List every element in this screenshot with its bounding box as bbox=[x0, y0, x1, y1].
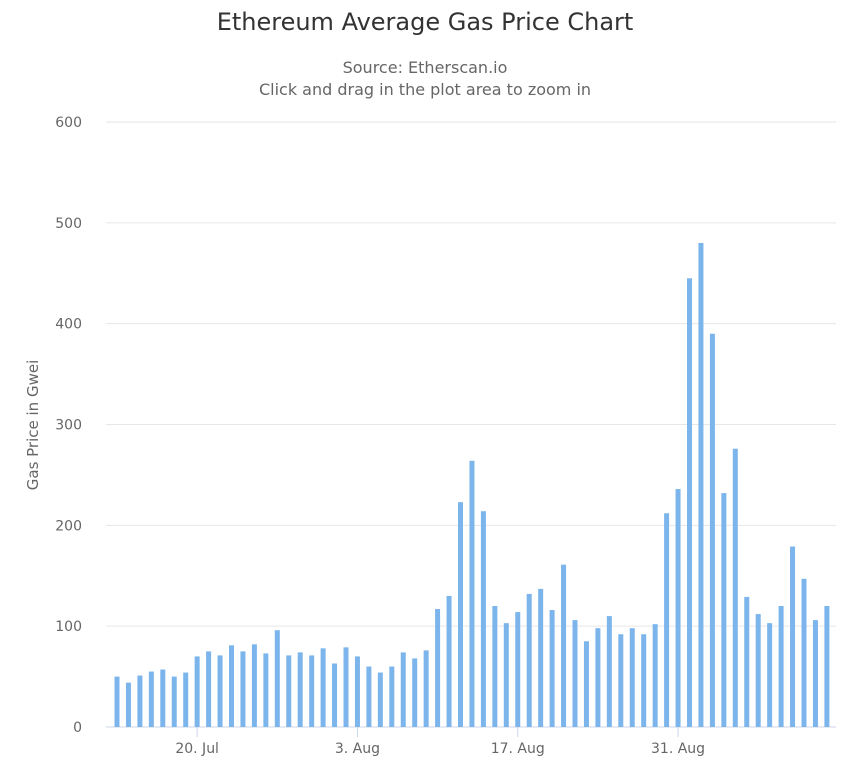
x-tick-label: 17. Aug bbox=[491, 741, 545, 757]
bar[interactable]: 28 Aug: 92 bbox=[641, 634, 647, 727]
y-tick-label: 200 bbox=[55, 518, 82, 534]
bar[interactable]: 10 Aug: 117 bbox=[435, 609, 441, 727]
bar[interactable]: 30 Jul: 71 bbox=[309, 655, 315, 727]
bar[interactable]: 9 Sep: 120 bbox=[778, 606, 784, 727]
y-axis-label: Gas Price in Gwei bbox=[24, 360, 42, 491]
x-tick-label: 31. Aug bbox=[651, 741, 705, 757]
bar[interactable]: 3 Sep: 390 bbox=[709, 333, 715, 727]
bar[interactable]: 18 Jul: 50 bbox=[171, 676, 177, 727]
y-tick-label: 600 bbox=[55, 115, 82, 131]
bar[interactable]: 29 Aug: 102 bbox=[652, 624, 658, 727]
bar[interactable]: 28 Jul: 71 bbox=[286, 655, 292, 727]
y-tick-label: 100 bbox=[55, 619, 82, 635]
bar[interactable]: 1 Aug: 63 bbox=[332, 663, 338, 727]
bar[interactable]: 31 Jul: 78 bbox=[320, 648, 326, 727]
bar[interactable]: 27 Jul: 96 bbox=[274, 630, 280, 727]
bar[interactable]: 14 Jul: 44 bbox=[125, 682, 131, 727]
bar[interactable]: 16 Aug: 103 bbox=[503, 623, 509, 727]
bar[interactable]: 19 Jul: 54 bbox=[183, 672, 189, 727]
bar[interactable]: 10 Sep: 179 bbox=[790, 546, 796, 727]
bar[interactable]: 20 Jul: 70 bbox=[194, 656, 200, 727]
bar[interactable]: 12 Aug: 223 bbox=[458, 502, 463, 727]
bar[interactable]: 19 Aug: 137 bbox=[538, 588, 544, 727]
bar[interactable]: 29 Jul: 74 bbox=[297, 652, 303, 727]
bar[interactable]: 2 Sep: 480 bbox=[698, 243, 704, 727]
bar[interactable]: 11 Sep: 147 bbox=[801, 578, 807, 727]
bar[interactable]: 22 Jul: 71 bbox=[217, 655, 223, 727]
bar[interactable]: 9 Aug: 76 bbox=[423, 650, 429, 727]
bar[interactable]: 3 Aug: 70 bbox=[354, 656, 360, 727]
bar[interactable]: 23 Jul: 81 bbox=[229, 645, 234, 727]
bar[interactable]: 6 Aug: 60 bbox=[389, 666, 395, 728]
bar[interactable]: 15 Aug: 120 bbox=[492, 606, 498, 727]
bar[interactable]: 23 Aug: 85 bbox=[583, 641, 589, 727]
bar[interactable]: 14 Aug: 214 bbox=[480, 511, 486, 727]
bar[interactable]: 1 Sep: 445 bbox=[687, 278, 692, 727]
bar[interactable]: 30 Aug: 212 bbox=[664, 513, 670, 727]
chart-title: Ethereum Average Gas Price Chart bbox=[216, 8, 634, 36]
chart-subtitle-hint: Click and drag in the plot area to zoom … bbox=[258, 80, 592, 99]
bar[interactable]: 17 Aug: 114 bbox=[515, 612, 521, 727]
bar[interactable]: 13 Jul: 50 bbox=[114, 676, 120, 727]
y-tick-label: 400 bbox=[55, 317, 82, 333]
bar[interactable]: 31 Aug: 236 bbox=[675, 489, 681, 727]
y-tick-label: 500 bbox=[55, 216, 82, 232]
chart-subtitle: Source: Etherscan.io bbox=[342, 58, 508, 77]
bar[interactable]: 8 Sep: 103 bbox=[767, 623, 773, 727]
bar[interactable]: 12 Sep: 106 bbox=[812, 620, 818, 727]
x-tick-label: 3. Aug bbox=[335, 741, 380, 757]
bar[interactable]: 17 Jul: 57 bbox=[160, 669, 166, 727]
bar[interactable]: 18 Aug: 132 bbox=[526, 593, 532, 727]
bar[interactable]: 6 Sep: 129 bbox=[744, 596, 750, 727]
bar[interactable]: 25 Jul: 82 bbox=[251, 644, 257, 727]
y-tick-label: 0 bbox=[73, 720, 82, 736]
y-tick-label: 300 bbox=[55, 418, 82, 434]
bar[interactable]: 25 Aug: 110 bbox=[606, 616, 612, 727]
bar[interactable]: 7 Aug: 74 bbox=[400, 652, 406, 727]
bar[interactable]: 5 Aug: 54 bbox=[377, 672, 383, 727]
bar[interactable]: 22 Aug: 106 bbox=[572, 620, 578, 727]
bar[interactable]: 8 Aug: 68 bbox=[412, 658, 418, 727]
bar[interactable]: 13 Sep: 120 bbox=[824, 606, 830, 727]
bar[interactable]: 11 Aug: 130 bbox=[446, 595, 452, 727]
bar[interactable]: 15 Jul: 51 bbox=[137, 675, 143, 727]
bar[interactable]: 2 Aug: 79 bbox=[343, 647, 349, 727]
bar[interactable]: 4 Aug: 60 bbox=[366, 666, 372, 728]
bar[interactable]: 26 Jul: 73 bbox=[263, 653, 269, 727]
bar[interactable]: 4 Sep: 232 bbox=[721, 493, 727, 727]
bar[interactable]: 5 Sep: 276 bbox=[732, 448, 738, 727]
bar[interactable]: 27 Aug: 98 bbox=[629, 628, 635, 727]
x-tick-label: 20. Jul bbox=[175, 741, 219, 757]
bar[interactable]: 24 Aug: 98 bbox=[595, 628, 601, 727]
bar[interactable]: 21 Jul: 75 bbox=[206, 651, 212, 727]
bar[interactable]: 21 Aug: 161 bbox=[561, 564, 567, 727]
bar[interactable]: 7 Sep: 112 bbox=[755, 614, 761, 727]
bar[interactable]: 16 Jul: 55 bbox=[148, 671, 154, 727]
bar[interactable]: 13 Aug: 264 bbox=[469, 460, 475, 727]
bar[interactable]: 20 Aug: 116 bbox=[549, 610, 555, 727]
bar[interactable]: 24 Jul: 75 bbox=[240, 651, 246, 727]
bar[interactable]: 26 Aug: 92 bbox=[618, 634, 624, 727]
